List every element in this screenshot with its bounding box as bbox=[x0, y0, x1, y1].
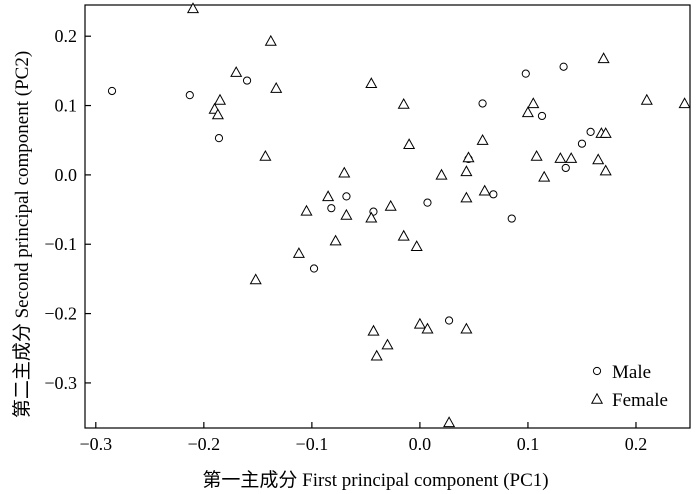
female-point bbox=[530, 149, 543, 161]
female-point bbox=[329, 234, 342, 246]
female-point bbox=[403, 138, 416, 149]
female-point bbox=[300, 204, 313, 216]
female-point bbox=[322, 190, 335, 202]
legend-item-male: Male bbox=[592, 362, 651, 383]
female-point bbox=[213, 93, 227, 105]
y-axis-ticks: −0.3 −0.2 −0.1 0.0 0.1 0.2 bbox=[44, 26, 91, 393]
female-point bbox=[476, 133, 489, 145]
female-point bbox=[599, 127, 612, 138]
y-axis-title: 第二主成分 Second principal component (PC2) bbox=[11, 51, 33, 418]
female-point bbox=[259, 149, 272, 161]
female-point bbox=[264, 34, 277, 46]
y-tick-label: −0.1 bbox=[44, 234, 77, 254]
female-point bbox=[230, 66, 243, 77]
male-point bbox=[586, 127, 595, 136]
female-point bbox=[592, 153, 605, 165]
legend-label-male: Male bbox=[612, 362, 651, 383]
female-point bbox=[384, 199, 397, 211]
plot-area bbox=[84, 4, 691, 429]
female-point bbox=[270, 81, 283, 93]
female-point bbox=[435, 168, 448, 180]
x-axis-ticks: −0.3 −0.2 −0.1 0.0 0.1 0.2 bbox=[79, 422, 647, 454]
female-point bbox=[365, 77, 378, 88]
female-point bbox=[410, 240, 423, 251]
plot-frame bbox=[84, 4, 691, 429]
male-point bbox=[577, 139, 587, 148]
female-point bbox=[367, 324, 380, 336]
y-tick-label: 0.1 bbox=[55, 96, 78, 116]
female-point bbox=[460, 165, 473, 177]
female-point bbox=[338, 166, 351, 178]
female-point bbox=[460, 191, 473, 203]
male-point bbox=[478, 99, 487, 108]
y-tick-label: 0.0 bbox=[55, 165, 78, 185]
male-point bbox=[342, 192, 351, 201]
male-point bbox=[559, 62, 568, 71]
male-point bbox=[242, 76, 252, 85]
male-point bbox=[185, 91, 194, 100]
female-point bbox=[186, 2, 200, 14]
x-tick-label: −0.3 bbox=[79, 434, 112, 454]
female-point bbox=[365, 211, 378, 223]
female-point bbox=[397, 229, 410, 241]
female-point bbox=[521, 106, 534, 118]
male-point bbox=[327, 204, 336, 213]
legend-triangle-icon bbox=[590, 392, 604, 404]
female-point bbox=[640, 93, 653, 105]
x-tick-label: −0.1 bbox=[296, 434, 329, 454]
female-point bbox=[381, 338, 394, 350]
female-point bbox=[211, 108, 224, 120]
female-point bbox=[460, 322, 473, 334]
female-point bbox=[443, 416, 456, 428]
female-point bbox=[597, 52, 610, 64]
male-point bbox=[489, 190, 498, 199]
female-point bbox=[527, 97, 540, 109]
female-point bbox=[397, 97, 410, 109]
legend-item-female: Female bbox=[590, 390, 668, 411]
female-point bbox=[340, 208, 353, 220]
x-tick-label: 0.1 bbox=[517, 434, 540, 454]
male-point bbox=[537, 111, 547, 121]
female-point bbox=[599, 164, 612, 176]
female-point bbox=[249, 273, 262, 285]
female-point bbox=[421, 322, 434, 334]
y-tick-label: −0.3 bbox=[44, 373, 77, 393]
male-point bbox=[214, 134, 224, 143]
female-point bbox=[554, 152, 567, 163]
female-point bbox=[462, 151, 475, 163]
female-point bbox=[478, 184, 491, 196]
legend-label-female: Female bbox=[612, 390, 668, 411]
male-point bbox=[507, 214, 516, 223]
legend-marker-male bbox=[592, 366, 602, 376]
legend-circle-icon bbox=[592, 366, 602, 376]
male-point bbox=[561, 163, 570, 173]
legend-marker-female bbox=[590, 392, 604, 404]
male-point bbox=[521, 69, 530, 78]
female-point bbox=[292, 247, 305, 258]
x-tick-label: −0.2 bbox=[188, 434, 221, 454]
male-point bbox=[423, 198, 432, 207]
x-tick-label: 0.0 bbox=[409, 434, 432, 454]
y-tick-label: −0.2 bbox=[44, 304, 77, 324]
male-point bbox=[309, 264, 319, 273]
female-point bbox=[413, 317, 426, 329]
data-points bbox=[107, 2, 691, 428]
female-point bbox=[538, 170, 551, 182]
female-point bbox=[370, 349, 383, 361]
y-tick-label: 0.2 bbox=[55, 26, 78, 46]
male-point bbox=[444, 316, 454, 325]
legend: Male Female bbox=[590, 362, 668, 411]
x-tick-label: 0.2 bbox=[625, 434, 648, 454]
x-axis-title: 第一主成分 First principal component (PC1) bbox=[202, 469, 548, 491]
male-point bbox=[107, 86, 117, 96]
female-point bbox=[678, 97, 691, 109]
female-point bbox=[565, 152, 578, 163]
